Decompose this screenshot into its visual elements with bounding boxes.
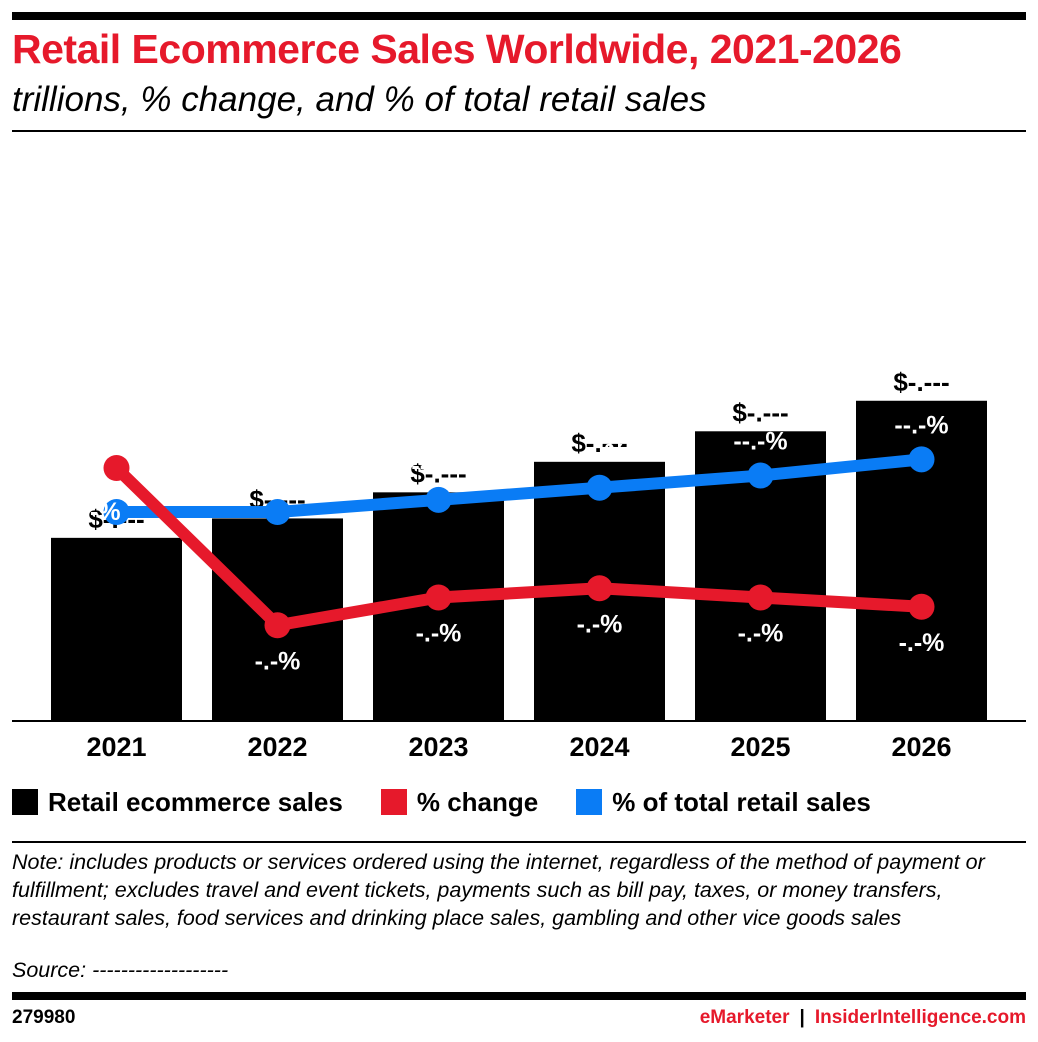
- change-line: [110, 462, 928, 632]
- share-label-2022: --.-%: [250, 464, 304, 492]
- x-tick-label-2026: 2026: [891, 732, 951, 762]
- change-label-2023: -.-%: [416, 620, 462, 648]
- legend-divider: [12, 841, 1026, 843]
- legend-item-share: % of total retail sales: [576, 787, 871, 818]
- bar-value-label-2026: $-.---: [893, 367, 949, 397]
- bar-value-label-2023: $-.---: [410, 458, 466, 488]
- chart-subtitle: trillions, % change, and % of total reta…: [12, 80, 707, 119]
- legend-swatch-sales: [12, 789, 38, 815]
- share-label-2024: --.-%: [572, 440, 626, 468]
- title-divider: [12, 130, 1026, 132]
- chart-legend: Retail ecommerce sales % change % of tot…: [12, 786, 909, 818]
- top-rule: [12, 12, 1026, 20]
- bar-value-label-2025: $-.---: [732, 397, 788, 427]
- legend-swatch-change: [380, 789, 407, 815]
- bottom-rule: [12, 992, 1026, 1000]
- legend-label-sales: Retail ecommerce sales: [48, 786, 343, 817]
- chart-source: Source: -------------------: [12, 958, 229, 982]
- change-label-2025: -.-%: [738, 620, 784, 648]
- x-tick-label-2022: 2022: [247, 732, 307, 762]
- share-label-2025: --.-%: [733, 428, 787, 456]
- share-point-2026: [908, 446, 935, 473]
- brand-emarketer: eMarketer: [699, 1007, 790, 1028]
- chart-id: 279980: [12, 1007, 76, 1028]
- x-tick-label-2024: 2024: [569, 732, 629, 762]
- change-label-2024: -.-%: [577, 610, 623, 638]
- change-point-2022: [264, 612, 291, 639]
- chart-note: Note: includes products or services orde…: [12, 850, 985, 930]
- legend-item-sales: Retail ecommerce sales: [12, 787, 343, 818]
- x-tick-label-2021: 2021: [86, 732, 146, 762]
- chart-title: Retail Ecommerce Sales Worldwide, 2021-2…: [12, 26, 902, 72]
- x-tick-label-2025: 2025: [730, 732, 790, 762]
- change-label-2022: -.-%: [255, 647, 301, 675]
- bar-value-label-2024: $-.---: [571, 428, 627, 458]
- share-point-2021: [103, 499, 130, 525]
- x-tick-label-2023: 2023: [408, 732, 468, 762]
- legend-swatch-share: [576, 789, 603, 815]
- change-label-2021: --.-%: [66, 498, 120, 526]
- change-point-2026: [908, 593, 935, 620]
- legend-item-change: % change: [380, 786, 539, 818]
- change-point-2023: [425, 584, 452, 611]
- share-point-2023: [425, 486, 452, 513]
- share-point-2025: [747, 462, 774, 489]
- share-point-2024: [586, 474, 613, 501]
- brand-separator: |: [799, 1007, 805, 1028]
- change-point-2021: [103, 455, 130, 481]
- chart-area: $-.---$-.---$-.---$-.---$-.---$-.---2021…: [12, 367, 1026, 762]
- share-line: [110, 453, 928, 518]
- share-point-2022: [264, 499, 291, 525]
- share-label-2023: --.-%: [411, 452, 465, 480]
- legend-label-change: % change: [416, 786, 539, 817]
- change-point-2024: [586, 575, 613, 602]
- legend-label-share: % of total retail sales: [612, 786, 871, 817]
- change-label-2026: -.-%: [899, 629, 945, 657]
- brand-insider-intelligence: InsiderIntelligence.com: [814, 1007, 1026, 1028]
- bar-2021: [51, 537, 182, 721]
- footer-brand: eMarketer | InsiderIntelligence.com: [700, 1007, 1026, 1029]
- share-label-2026: --.-%: [894, 411, 948, 439]
- change-point-2025: [747, 584, 774, 611]
